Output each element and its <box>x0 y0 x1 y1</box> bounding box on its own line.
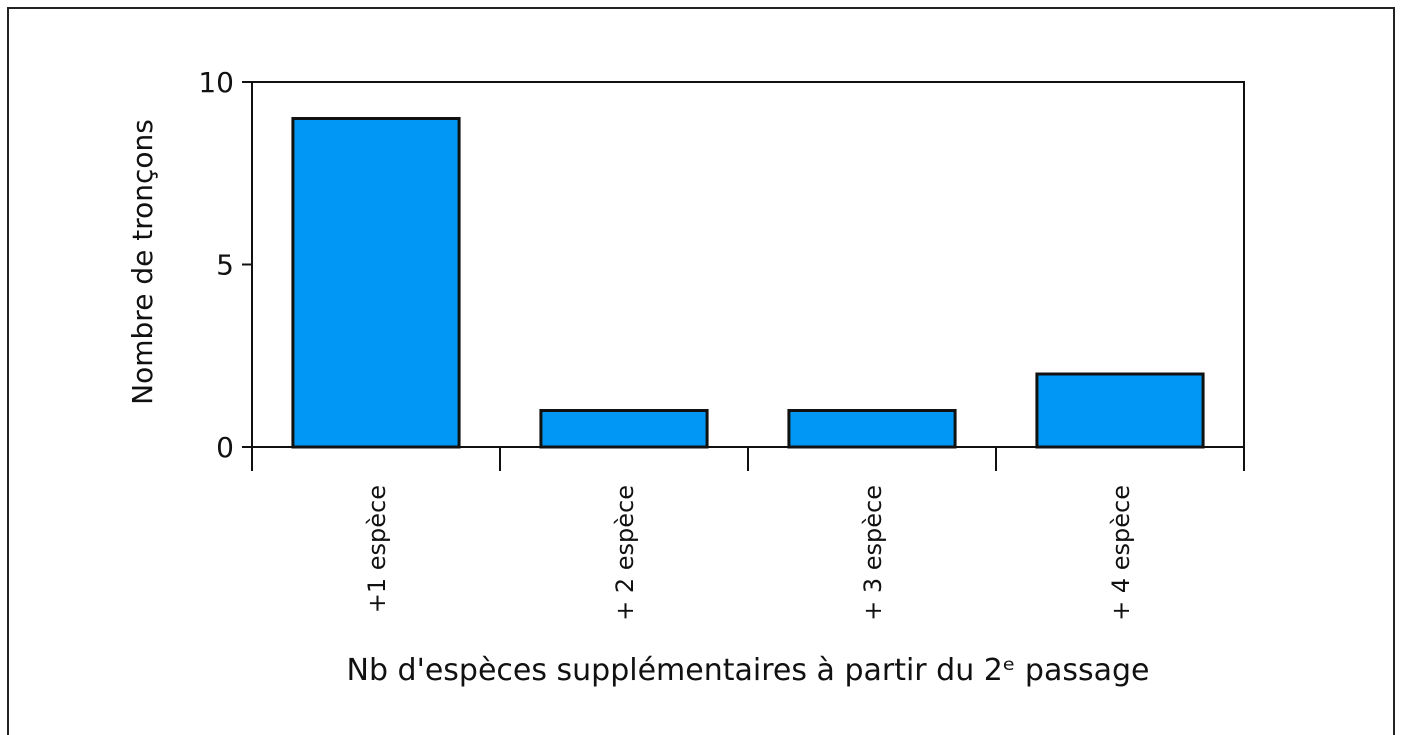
bar <box>539 409 709 449</box>
x-tick-label: +1 espèce <box>363 485 391 613</box>
y-axis-label: Nombre de tronçons <box>126 119 159 405</box>
x-tick-label: + 3 espèce <box>859 485 887 621</box>
x-tick-label: + 4 espèce <box>1107 485 1135 621</box>
x-axis-label: Nb d'espèces supplémentaires à partir du… <box>347 653 1150 688</box>
y-tick-label: 10 <box>198 66 234 99</box>
bar <box>787 409 957 449</box>
x-tick-label: + 2 espèce <box>611 485 639 621</box>
y-tick-label: 5 <box>216 249 234 282</box>
y-tick-label: 0 <box>216 431 234 464</box>
bar <box>1035 372 1205 449</box>
bar <box>291 117 461 449</box>
frame <box>7 7 1395 735</box>
